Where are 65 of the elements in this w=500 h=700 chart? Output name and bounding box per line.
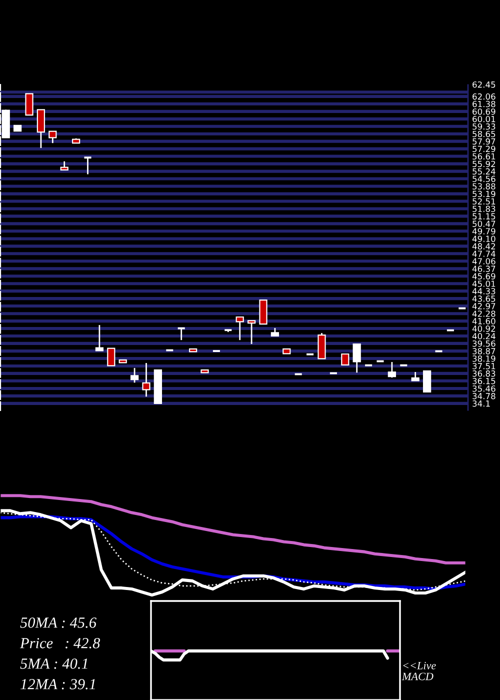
text: 5MA : 40.1 <box>20 658 88 669</box>
text: 12MA : 39.1 <box>20 679 95 690</box>
y-tick-label: 49.10 <box>472 236 496 242</box>
y-tick-label: 53.19 <box>472 190 496 198</box>
y-tick-label: 55.92 <box>472 160 496 168</box>
y-tick-label: 38.87 <box>472 348 496 354</box>
y-tick-label: 37.51 <box>472 362 496 370</box>
y-tick-label: 52.51 <box>472 198 496 205</box>
y-tick-label: 38.19 <box>472 355 496 362</box>
y-tick-label: 54.56 <box>472 176 496 182</box>
y-tick-label: 34.1 <box>472 400 490 407</box>
candlestick <box>247 320 256 345</box>
y-tick-label: 62.06 <box>472 93 496 100</box>
y-tick-label: 57.29 <box>472 146 496 152</box>
candlestick <box>422 370 432 392</box>
y-tick-label: 39.56 <box>472 340 496 347</box>
y-tick-label: 40.24 <box>472 332 496 340</box>
y-tick-label: 48.42 <box>472 243 496 250</box>
y-tick-label: 46.37 <box>472 266 496 272</box>
y-tick-label: 42.28 <box>472 310 496 317</box>
y-tick-label: 55.24 <box>472 168 496 175</box>
y-tick-label: 60.69 <box>472 108 496 115</box>
y-tick-label: 42.97 <box>472 303 496 310</box>
y-tick-label: 60.01 <box>472 116 496 122</box>
y-tick-label: 53.88 <box>472 183 496 190</box>
candlestick <box>95 324 104 352</box>
y-tick-label: 61.38 <box>472 100 496 108</box>
candlestick <box>341 353 350 366</box>
y-tick-label: 36.15 <box>472 378 496 384</box>
candlestick <box>388 361 396 378</box>
candlestick <box>236 316 244 341</box>
y-tick-label: 45.69 <box>472 273 496 280</box>
candlestick <box>259 300 268 325</box>
candlestick <box>318 332 326 360</box>
y-tick-label: 56.61 <box>472 153 496 160</box>
y-tick-label: 50.47 <box>472 220 496 227</box>
y-tick-label: 49.79 <box>472 228 496 234</box>
y-tick-label: 51.15 <box>472 213 496 220</box>
y-tick-label: 41.60 <box>472 318 496 324</box>
candlestick <box>25 93 34 116</box>
y-tick-label: 47.74 <box>472 250 496 257</box>
text: 50MA : 45.6 <box>20 618 96 628</box>
y-tick-label: 59.33 <box>472 123 496 130</box>
y-tick-label: 43.65 <box>472 296 496 302</box>
text: Price : 42.8 <box>20 638 100 648</box>
y-tick-label: 47.06 <box>472 258 496 264</box>
candlestick <box>176 327 186 341</box>
y-tick-label: 36.83 <box>472 370 496 377</box>
candlestick <box>36 109 46 149</box>
y-tick-label: 57.97 <box>472 138 496 145</box>
y-tick-label: 58.65 <box>472 130 496 138</box>
ref-line-label: 62.45 <box>472 81 496 88</box>
y-tick-label: 45.01 <box>472 280 496 287</box>
y-tick-label: 44.33 <box>472 288 496 294</box>
candlestick <box>142 362 150 398</box>
y-tick-label: 35.46 <box>472 385 496 392</box>
y-tick-label: 34.78 <box>472 392 496 400</box>
candlestick <box>107 348 116 366</box>
candlestick <box>130 367 139 384</box>
text: <<Live MACD <box>402 662 436 680</box>
candlestick <box>83 156 92 175</box>
y-tick-label: 40.92 <box>472 326 496 332</box>
candlestick <box>352 343 361 374</box>
y-tick-label: 51.83 <box>472 206 496 212</box>
candlestick <box>48 130 57 144</box>
